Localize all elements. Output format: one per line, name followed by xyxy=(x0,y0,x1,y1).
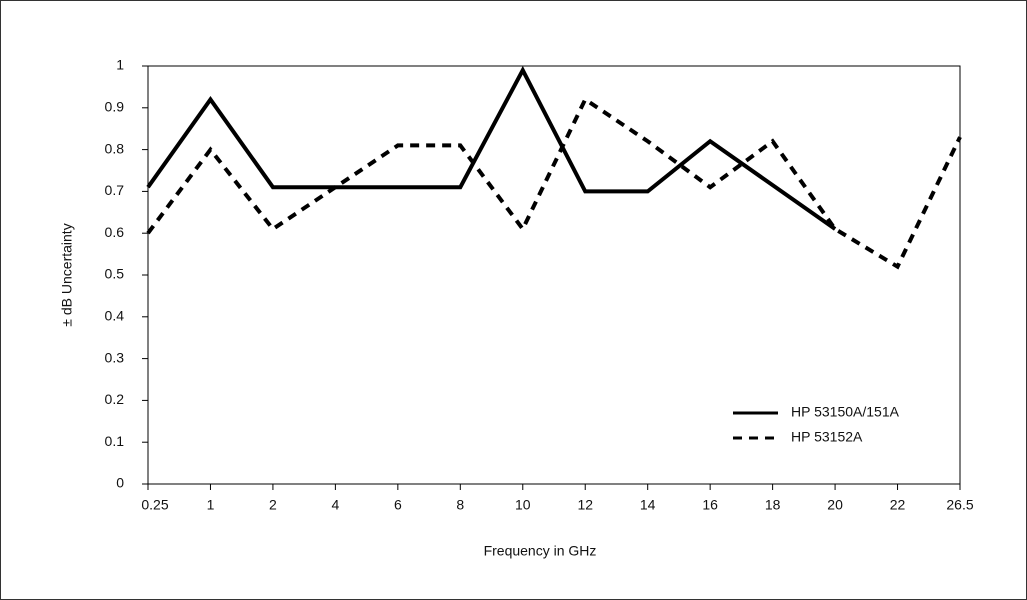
x-tick-label: 10 xyxy=(515,497,531,513)
y-tick-label: 1 xyxy=(116,57,124,73)
x-tick-label: 22 xyxy=(890,497,906,513)
series-line xyxy=(146,96,962,270)
x-tick-label: 1 xyxy=(207,497,215,513)
x-tick-label: 6 xyxy=(394,497,402,513)
x-tick-label: 26.5 xyxy=(946,497,973,513)
y-tick-label: 0.7 xyxy=(105,182,125,198)
x-tick-label: 14 xyxy=(640,497,656,513)
x-tick-label: 16 xyxy=(702,497,718,513)
x-tick-label: 18 xyxy=(765,497,781,513)
y-tick-label: 0 xyxy=(116,475,124,491)
y-axis-label: ± dB Uncertainty xyxy=(59,223,75,326)
x-tick-label: 8 xyxy=(456,497,464,513)
x-tick-label: 12 xyxy=(577,497,593,513)
x-tick-label: 0.25 xyxy=(141,497,168,513)
legend-label: HP 53150A/151A xyxy=(791,404,900,420)
x-axis-label: Frequency in GHz xyxy=(484,543,597,559)
y-tick-label: 0.9 xyxy=(105,99,125,115)
y-tick-label: 0.4 xyxy=(105,308,125,324)
series-line xyxy=(146,65,837,231)
y-tick-label: 0.8 xyxy=(105,140,125,156)
x-tick-label: 2 xyxy=(269,497,277,513)
y-tick-label: 0.5 xyxy=(105,266,125,282)
y-tick-label: 0.6 xyxy=(105,224,125,240)
legend-label: HP 53152A xyxy=(791,429,863,445)
x-tick-label: 4 xyxy=(331,497,339,513)
y-tick-label: 0.2 xyxy=(105,391,125,407)
y-tick-label: 0.1 xyxy=(105,433,125,449)
x-tick-label: 20 xyxy=(827,497,843,513)
y-tick-label: 0.3 xyxy=(105,349,125,365)
plot-frame xyxy=(147,65,961,485)
